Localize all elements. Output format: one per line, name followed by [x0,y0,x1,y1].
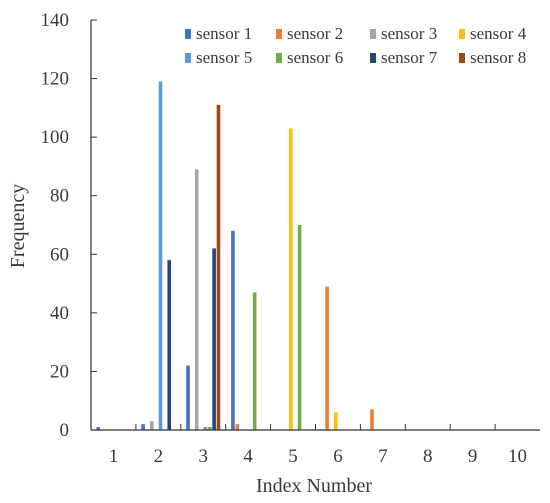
x-tick-label: 6 [333,446,343,467]
y-tick-label: 100 [41,127,70,148]
legend-label: sensor 5 [196,48,252,67]
y-tick-label: 80 [50,186,69,207]
legend-label: sensor 7 [381,48,438,67]
x-tick-label: 5 [288,446,298,467]
x-tick-label: 7 [378,446,388,467]
x-tick-label: 9 [468,446,478,467]
legend-swatch [370,53,376,63]
bar-sensor-8-3 [216,104,221,430]
x-tick-label: 1 [109,446,119,467]
legend-label: sensor 2 [287,24,343,43]
x-axis-title: Index Number [256,475,372,497]
legend-swatch [276,29,282,39]
legend: sensor 1 sensor 2 sensor 3 sensor 4 sensor 5… [185,24,527,67]
y-tick-label: 40 [50,303,69,324]
bar-sensor-7-2 [167,260,172,430]
legend-label: sensor 6 [287,48,343,67]
bar-sensor-5-2 [158,81,163,430]
y-axis-title: Frequency [7,184,29,268]
x-tick-label: 3 [199,446,209,467]
bar-sensor-6-5 [297,225,302,430]
x-tick-label: 4 [243,446,253,467]
legend-swatch [185,29,191,39]
bar-sensor-3-3 [194,169,199,430]
legend-label: sensor 1 [196,24,252,43]
bar-sensor-2-7 [370,409,374,430]
bar-sensor-6-4 [252,292,257,430]
legend-label: sensor 8 [470,48,526,67]
bar-sensor-6-3 [207,427,212,430]
bar-sensor-1-4 [231,230,235,430]
bar-sensor-1-1 [96,427,101,430]
bar-sensor-7-3 [212,248,216,430]
bar-sensor-2-6 [325,286,329,430]
x-tick-label: 2 [154,446,164,467]
y-tick-label: 140 [41,10,70,31]
bars [96,81,374,430]
y-tick-label: 120 [41,69,70,90]
x-tick-label: 10 [508,446,527,467]
bar-sensor-1-3 [186,365,190,430]
bar-sensor-3-2 [150,421,154,430]
y-axis-ticks: 0 20 40 60 80 100 120 140 [41,10,97,441]
legend-swatch [459,29,465,39]
bar-sensor-2-4 [235,424,240,430]
legend-swatch [185,53,191,63]
x-axis-ticks: 1 2 3 4 5 6 7 8 9 10 [109,424,527,467]
legend-label: sensor 4 [470,24,527,43]
x-tick-label: 8 [423,446,433,467]
legend-label: sensor 3 [381,24,437,43]
y-tick-label: 60 [50,244,69,265]
bar-sensor-5-3 [203,427,208,430]
bar-sensor-1-2 [141,424,145,430]
y-tick-label: 20 [50,361,69,382]
legend-swatch [276,53,282,63]
y-tick-label: 0 [60,420,70,441]
legend-swatch [370,29,376,39]
bar-sensor-4-6 [333,412,338,430]
bar-sensor-4-5 [289,128,293,430]
axes [90,20,540,431]
legend-swatch [459,53,465,63]
